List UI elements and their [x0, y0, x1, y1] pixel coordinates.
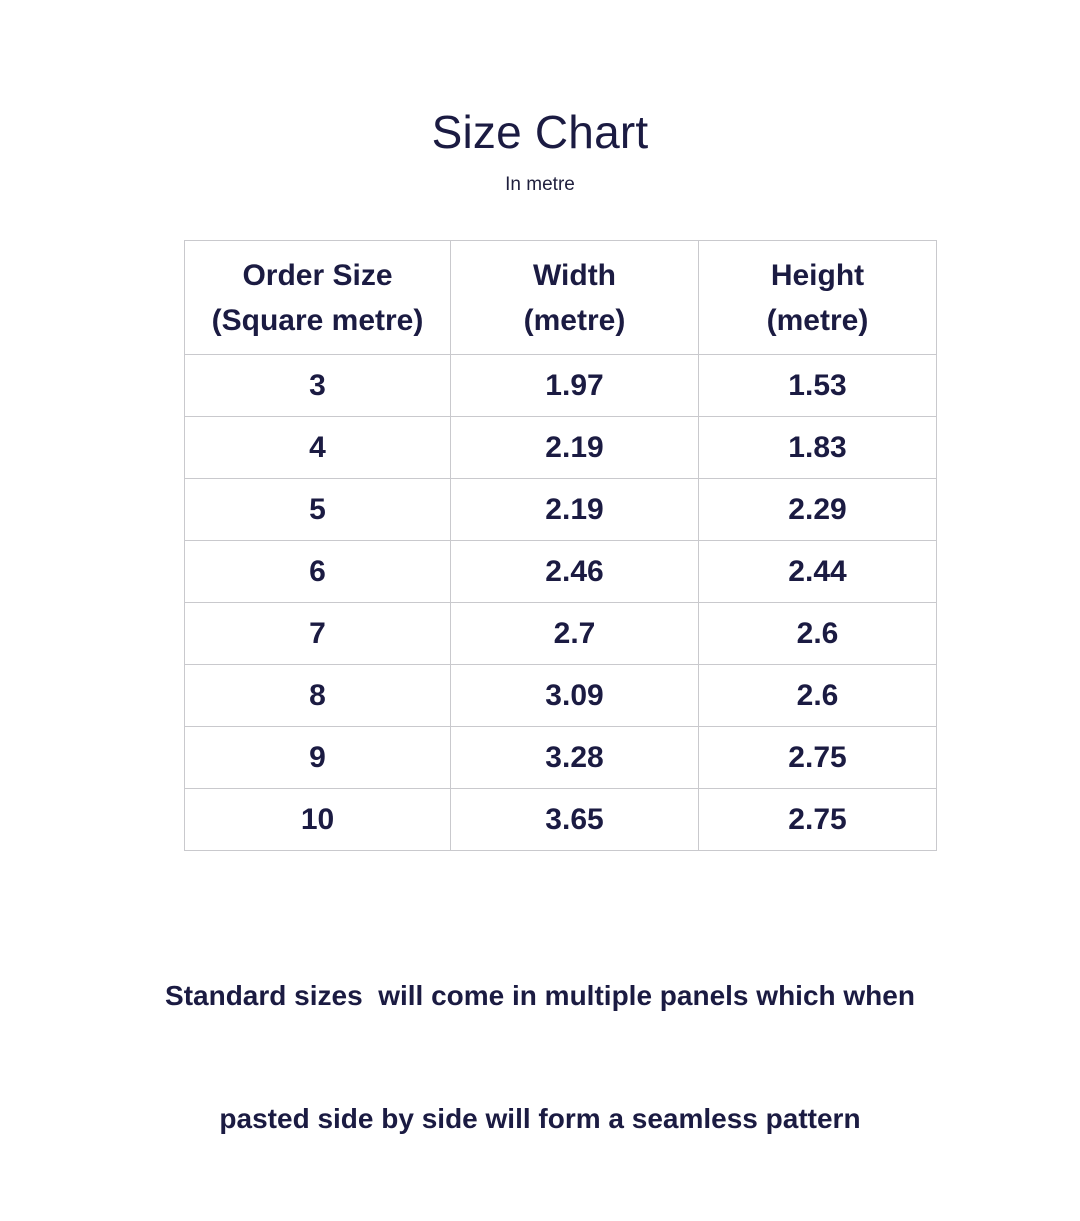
cell-height: 2.44 — [698, 540, 937, 603]
column-header-height-line2: (metre) — [766, 303, 869, 337]
cell-height: 1.53 — [698, 354, 937, 417]
cell-height: 2.29 — [698, 478, 937, 541]
cell-width: 3.28 — [450, 726, 699, 789]
footer-note: Standard sizes will come in multiple pan… — [60, 893, 1020, 1221]
table-row: 6 2.46 2.44 — [184, 540, 937, 603]
cell-order-size: 5 — [184, 478, 451, 541]
table-row: 3 1.97 1.53 — [184, 354, 937, 417]
table-header: Order Size (Square metre) Width (metre) … — [184, 240, 937, 355]
table-row: 5 2.19 2.29 — [184, 478, 937, 541]
cell-order-size: 6 — [184, 540, 451, 603]
cell-width: 2.19 — [450, 478, 699, 541]
cell-height: 1.83 — [698, 416, 937, 479]
page-title: Size Chart — [431, 106, 649, 158]
cell-order-size: 10 — [184, 788, 451, 851]
table-row: 8 3.09 2.6 — [184, 664, 937, 727]
column-header-order-size-line2: (Square metre) — [211, 303, 424, 337]
table-row: 10 3.65 2.75 — [184, 788, 937, 851]
cell-width: 3.65 — [450, 788, 699, 851]
cell-width: 2.46 — [450, 540, 699, 603]
column-header-width: Width (metre) — [450, 240, 699, 355]
cell-width: 2.7 — [450, 602, 699, 665]
table-body: 3 1.97 1.53 4 2.19 1.83 5 2.19 2.29 6 2.… — [184, 354, 937, 851]
cell-order-size: 9 — [184, 726, 451, 789]
cell-width: 1.97 — [450, 354, 699, 417]
column-header-order-size: Order Size (Square metre) — [184, 240, 451, 355]
cell-order-size: 7 — [184, 602, 451, 665]
page-subtitle: In metre — [505, 174, 575, 195]
column-header-height-line1: Height — [770, 258, 865, 292]
table-row: 9 3.28 2.75 — [184, 726, 937, 789]
table-header-row: Order Size (Square metre) Width (metre) … — [184, 240, 937, 355]
cell-height: 2.75 — [698, 788, 937, 851]
size-table: Order Size (Square metre) Width (metre) … — [184, 240, 937, 851]
column-header-height: Height (metre) — [698, 240, 937, 355]
cell-order-size: 3 — [184, 354, 451, 417]
cell-height: 2.6 — [698, 664, 937, 727]
cell-order-size: 4 — [184, 416, 451, 479]
cell-order-size: 8 — [184, 664, 451, 727]
footer-note-line1: Standard sizes will come in multiple pan… — [165, 980, 915, 1011]
cell-width: 2.19 — [450, 416, 699, 479]
title-block: Size Chart In metre — [0, 104, 1080, 198]
size-chart-page: Size Chart In metre Order Size (Square m… — [0, 104, 1080, 1134]
column-header-width-line2: (metre) — [523, 303, 626, 337]
column-header-order-size-line1: Order Size — [242, 258, 393, 292]
cell-height: 2.6 — [698, 602, 937, 665]
cell-width: 3.09 — [450, 664, 699, 727]
column-header-width-line1: Width — [532, 258, 617, 292]
table-row: 7 2.7 2.6 — [184, 602, 937, 665]
table-row: 4 2.19 1.83 — [184, 416, 937, 479]
size-table-container: Order Size (Square metre) Width (metre) … — [184, 240, 937, 851]
cell-height: 2.75 — [698, 726, 937, 789]
footer-note-line2: pasted side by side will form a seamless… — [219, 1103, 861, 1134]
